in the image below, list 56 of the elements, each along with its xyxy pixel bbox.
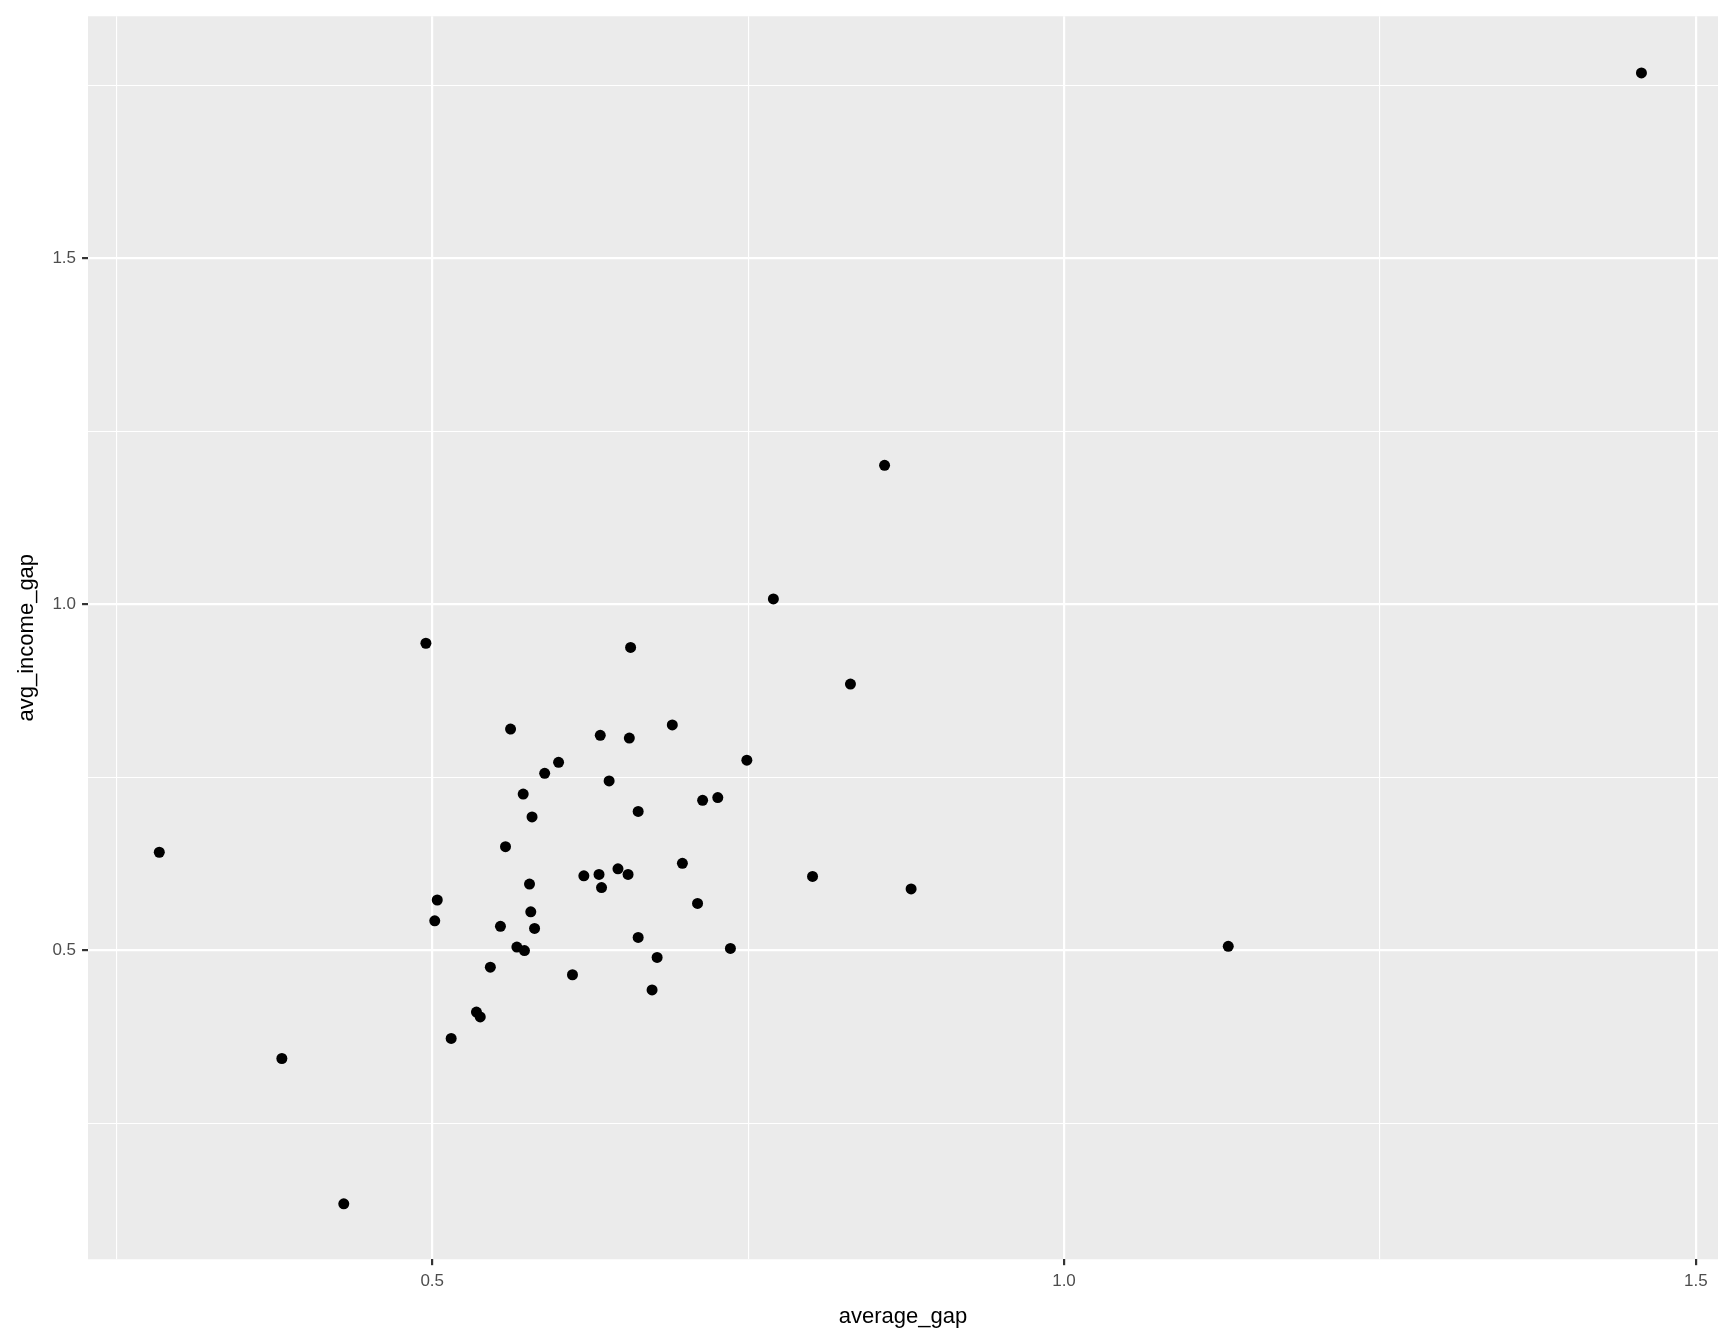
point bbox=[524, 878, 536, 890]
point bbox=[593, 868, 605, 880]
point bbox=[578, 870, 590, 882]
point bbox=[632, 805, 644, 817]
point bbox=[625, 641, 637, 653]
x-tick-label: 0.5 bbox=[420, 1271, 445, 1291]
y-tick-label: 0.5 bbox=[52, 940, 77, 960]
point bbox=[603, 775, 615, 787]
x-tick-label: 1.0 bbox=[1052, 1271, 1076, 1291]
point bbox=[1635, 67, 1647, 79]
point bbox=[526, 811, 538, 823]
point bbox=[529, 922, 541, 934]
y-axis-title: avg_income_gap bbox=[13, 553, 39, 722]
point bbox=[594, 729, 606, 741]
point bbox=[484, 961, 496, 973]
x-tick-label: 1.5 bbox=[1683, 1271, 1708, 1291]
point bbox=[1222, 940, 1234, 952]
point bbox=[651, 951, 663, 963]
point bbox=[338, 1198, 350, 1210]
point bbox=[905, 883, 917, 895]
point bbox=[666, 719, 678, 731]
point bbox=[276, 1052, 288, 1064]
point bbox=[553, 756, 565, 768]
point bbox=[612, 863, 624, 875]
point bbox=[494, 920, 506, 932]
point bbox=[807, 870, 819, 882]
point bbox=[474, 1011, 486, 1023]
point bbox=[518, 945, 530, 957]
point bbox=[596, 882, 608, 894]
point bbox=[879, 459, 891, 471]
y-tick-label: 1.5 bbox=[52, 248, 77, 268]
point bbox=[676, 857, 688, 869]
point bbox=[429, 915, 441, 927]
point bbox=[623, 732, 635, 744]
point bbox=[741, 754, 753, 766]
point bbox=[420, 637, 432, 649]
point bbox=[505, 723, 517, 735]
point bbox=[517, 788, 529, 800]
point bbox=[844, 678, 856, 690]
point bbox=[632, 931, 644, 943]
point bbox=[646, 984, 658, 996]
point bbox=[500, 841, 512, 853]
point bbox=[767, 593, 779, 605]
point bbox=[692, 897, 704, 909]
point bbox=[445, 1032, 457, 1044]
point bbox=[525, 906, 537, 918]
point bbox=[566, 969, 578, 981]
y-tick-label: 1.0 bbox=[52, 594, 77, 614]
x-axis-title: average_gap bbox=[838, 1302, 968, 1328]
point bbox=[539, 767, 551, 779]
point bbox=[153, 846, 165, 858]
point bbox=[622, 868, 634, 880]
point bbox=[697, 794, 709, 806]
point bbox=[431, 894, 443, 906]
point bbox=[724, 942, 736, 954]
point bbox=[712, 792, 724, 804]
